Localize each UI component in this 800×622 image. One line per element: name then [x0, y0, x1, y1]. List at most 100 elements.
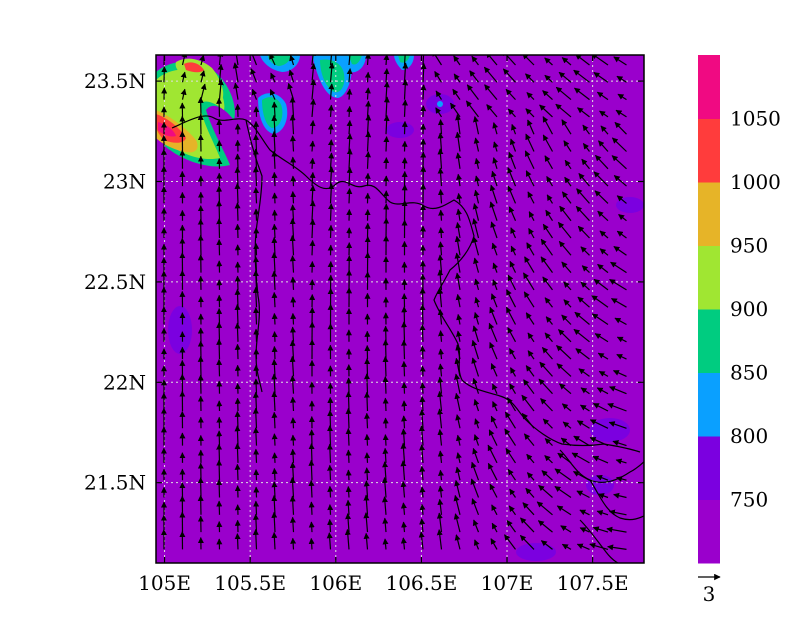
wind-vector-395 — [256, 308, 257, 325]
lat-tick-label: 22N — [103, 370, 146, 394]
colorbar-segment-7 — [698, 55, 720, 119]
wind-vector-684 — [311, 502, 312, 515]
wind-vector-736 — [311, 539, 312, 550]
wind-vector-91 — [405, 100, 406, 117]
wind-vector-632 — [311, 460, 312, 480]
wind-vector-394 — [237, 305, 238, 325]
lon-tick-label: 105.5E — [214, 571, 286, 595]
wind-vector-84 — [274, 102, 275, 117]
wind-vector-163 — [293, 157, 294, 169]
wind-vector-446 — [238, 344, 239, 359]
wind-vector-550 — [237, 412, 238, 429]
wind-vector-633 — [330, 465, 331, 480]
wind-vector-239 — [256, 209, 257, 221]
wind-vector-291 — [256, 244, 257, 256]
wind-vector-480 — [385, 357, 386, 377]
contour-blob-4 — [590, 418, 630, 442]
wind-vector-66 — [423, 85, 424, 100]
lat-tick-label: 21.5N — [84, 471, 146, 495]
colorbar-segment-0 — [698, 500, 720, 564]
wind-vector-243 — [331, 204, 332, 221]
wind-vector-527 — [293, 397, 294, 411]
wind-vector-578 — [274, 434, 275, 446]
wind-vector-533 — [404, 401, 405, 411]
wind-vector-396 — [274, 314, 275, 325]
wind-vector-576 — [237, 426, 238, 446]
lat-tick-label: 23.5N — [84, 69, 146, 93]
wind-vector-555 — [330, 411, 331, 429]
colorbar-label: 850 — [730, 361, 768, 385]
wind-vector-213 — [256, 188, 257, 204]
wind-vector-735 — [293, 538, 294, 549]
wind-vector-601 — [219, 444, 220, 463]
wind-vector-264 — [238, 224, 239, 238]
wind-vector-266 — [274, 224, 275, 238]
wind-vector-371 — [293, 297, 294, 307]
wind-vector-430 — [422, 325, 423, 342]
wind-vector-629 — [256, 470, 257, 481]
wind-vector-606 — [311, 444, 312, 463]
wind-vector-635 — [367, 468, 368, 480]
wind-vector-577 — [256, 428, 257, 446]
colorbar-label: 750 — [730, 488, 768, 512]
wind-vector-659 — [330, 486, 331, 497]
lon-tick-label: 107E — [481, 571, 534, 595]
wind-vector-499 — [256, 379, 257, 394]
wind-vector-429 — [404, 322, 405, 342]
lat-tick-label: 23N — [103, 169, 146, 193]
wind-vector-345 — [293, 277, 294, 290]
wind-vector-607 — [330, 444, 331, 463]
wind-vector-211 — [219, 186, 220, 203]
wind-vector-530 — [348, 392, 349, 411]
wind-vector-471 — [219, 360, 220, 377]
wind-vector-186 — [237, 167, 238, 186]
wind-vector-454 — [386, 340, 387, 359]
wind-vector-167 — [368, 152, 369, 169]
wind-vector-188 — [274, 173, 275, 187]
lon-tick-label: 106.5E — [385, 571, 457, 595]
wind-vector-583 — [367, 435, 368, 446]
wind-vector-656 — [274, 482, 275, 498]
colorbar-label: 950 — [730, 234, 768, 258]
wind-vector-605 — [293, 449, 294, 463]
wind-vector-602 — [237, 444, 238, 463]
wind-vector-525 — [256, 392, 257, 411]
wind-vector-160 — [238, 154, 239, 169]
wind-vector-317 — [256, 257, 257, 273]
colorbar-label: 1050 — [730, 107, 781, 131]
wind-vector-603 — [256, 449, 257, 463]
wind-vector-237 — [219, 201, 220, 221]
wind-vector-627 — [219, 460, 220, 480]
wind-vector-608 — [348, 450, 349, 463]
colorbar-label: 800 — [730, 424, 768, 448]
wind-vector-556 — [348, 409, 349, 429]
plot-area — [156, 45, 648, 566]
colorbar-segment-4 — [698, 246, 720, 310]
wind-vector-212 — [237, 184, 238, 204]
wind-vector-609 — [367, 453, 368, 463]
wind-vector-711 — [330, 520, 331, 533]
wind-vector-275 — [441, 228, 442, 238]
wind-vector-142 — [386, 137, 387, 152]
wind-vector-193 — [368, 173, 369, 186]
wind-vector-482 — [423, 366, 424, 376]
lat-tick-label: 22.5N — [84, 270, 146, 294]
wind-vector-481 — [404, 362, 405, 377]
wind-vector-419 — [219, 323, 220, 342]
wind-vector-81 — [219, 98, 220, 117]
wind-vector-421 — [256, 329, 257, 342]
wind-vector-187 — [256, 167, 257, 186]
wind-vector-506 — [385, 377, 386, 394]
wind-vector-139 — [331, 140, 332, 152]
wind-vector-164 — [312, 158, 313, 168]
wind-vector-109 — [256, 122, 257, 135]
colorbar-segment-1 — [698, 436, 720, 500]
wind-vector-559 — [404, 416, 405, 428]
wind-vector-455 — [404, 340, 405, 359]
wind-vector-553 — [293, 418, 294, 429]
wind-vector-263 — [219, 219, 220, 238]
wind-vector-479 — [367, 359, 368, 377]
wind-vector-732 — [237, 534, 238, 550]
